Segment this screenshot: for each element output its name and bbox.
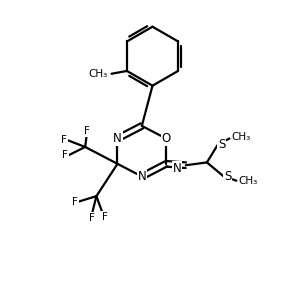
Text: F: F: [89, 213, 95, 223]
Text: CH₃: CH₃: [89, 69, 108, 79]
Text: F: F: [84, 126, 89, 136]
Text: F: F: [72, 197, 78, 207]
Text: N: N: [113, 132, 122, 145]
Text: F: F: [102, 212, 108, 222]
Text: S: S: [218, 138, 225, 151]
Text: CH₃: CH₃: [239, 176, 258, 186]
Text: S: S: [224, 170, 231, 183]
Text: N: N: [138, 170, 146, 183]
Text: F: F: [63, 150, 68, 160]
Text: CH₃: CH₃: [231, 132, 251, 142]
Text: N: N: [172, 162, 181, 175]
Text: O: O: [162, 132, 171, 145]
Text: F: F: [61, 135, 67, 145]
